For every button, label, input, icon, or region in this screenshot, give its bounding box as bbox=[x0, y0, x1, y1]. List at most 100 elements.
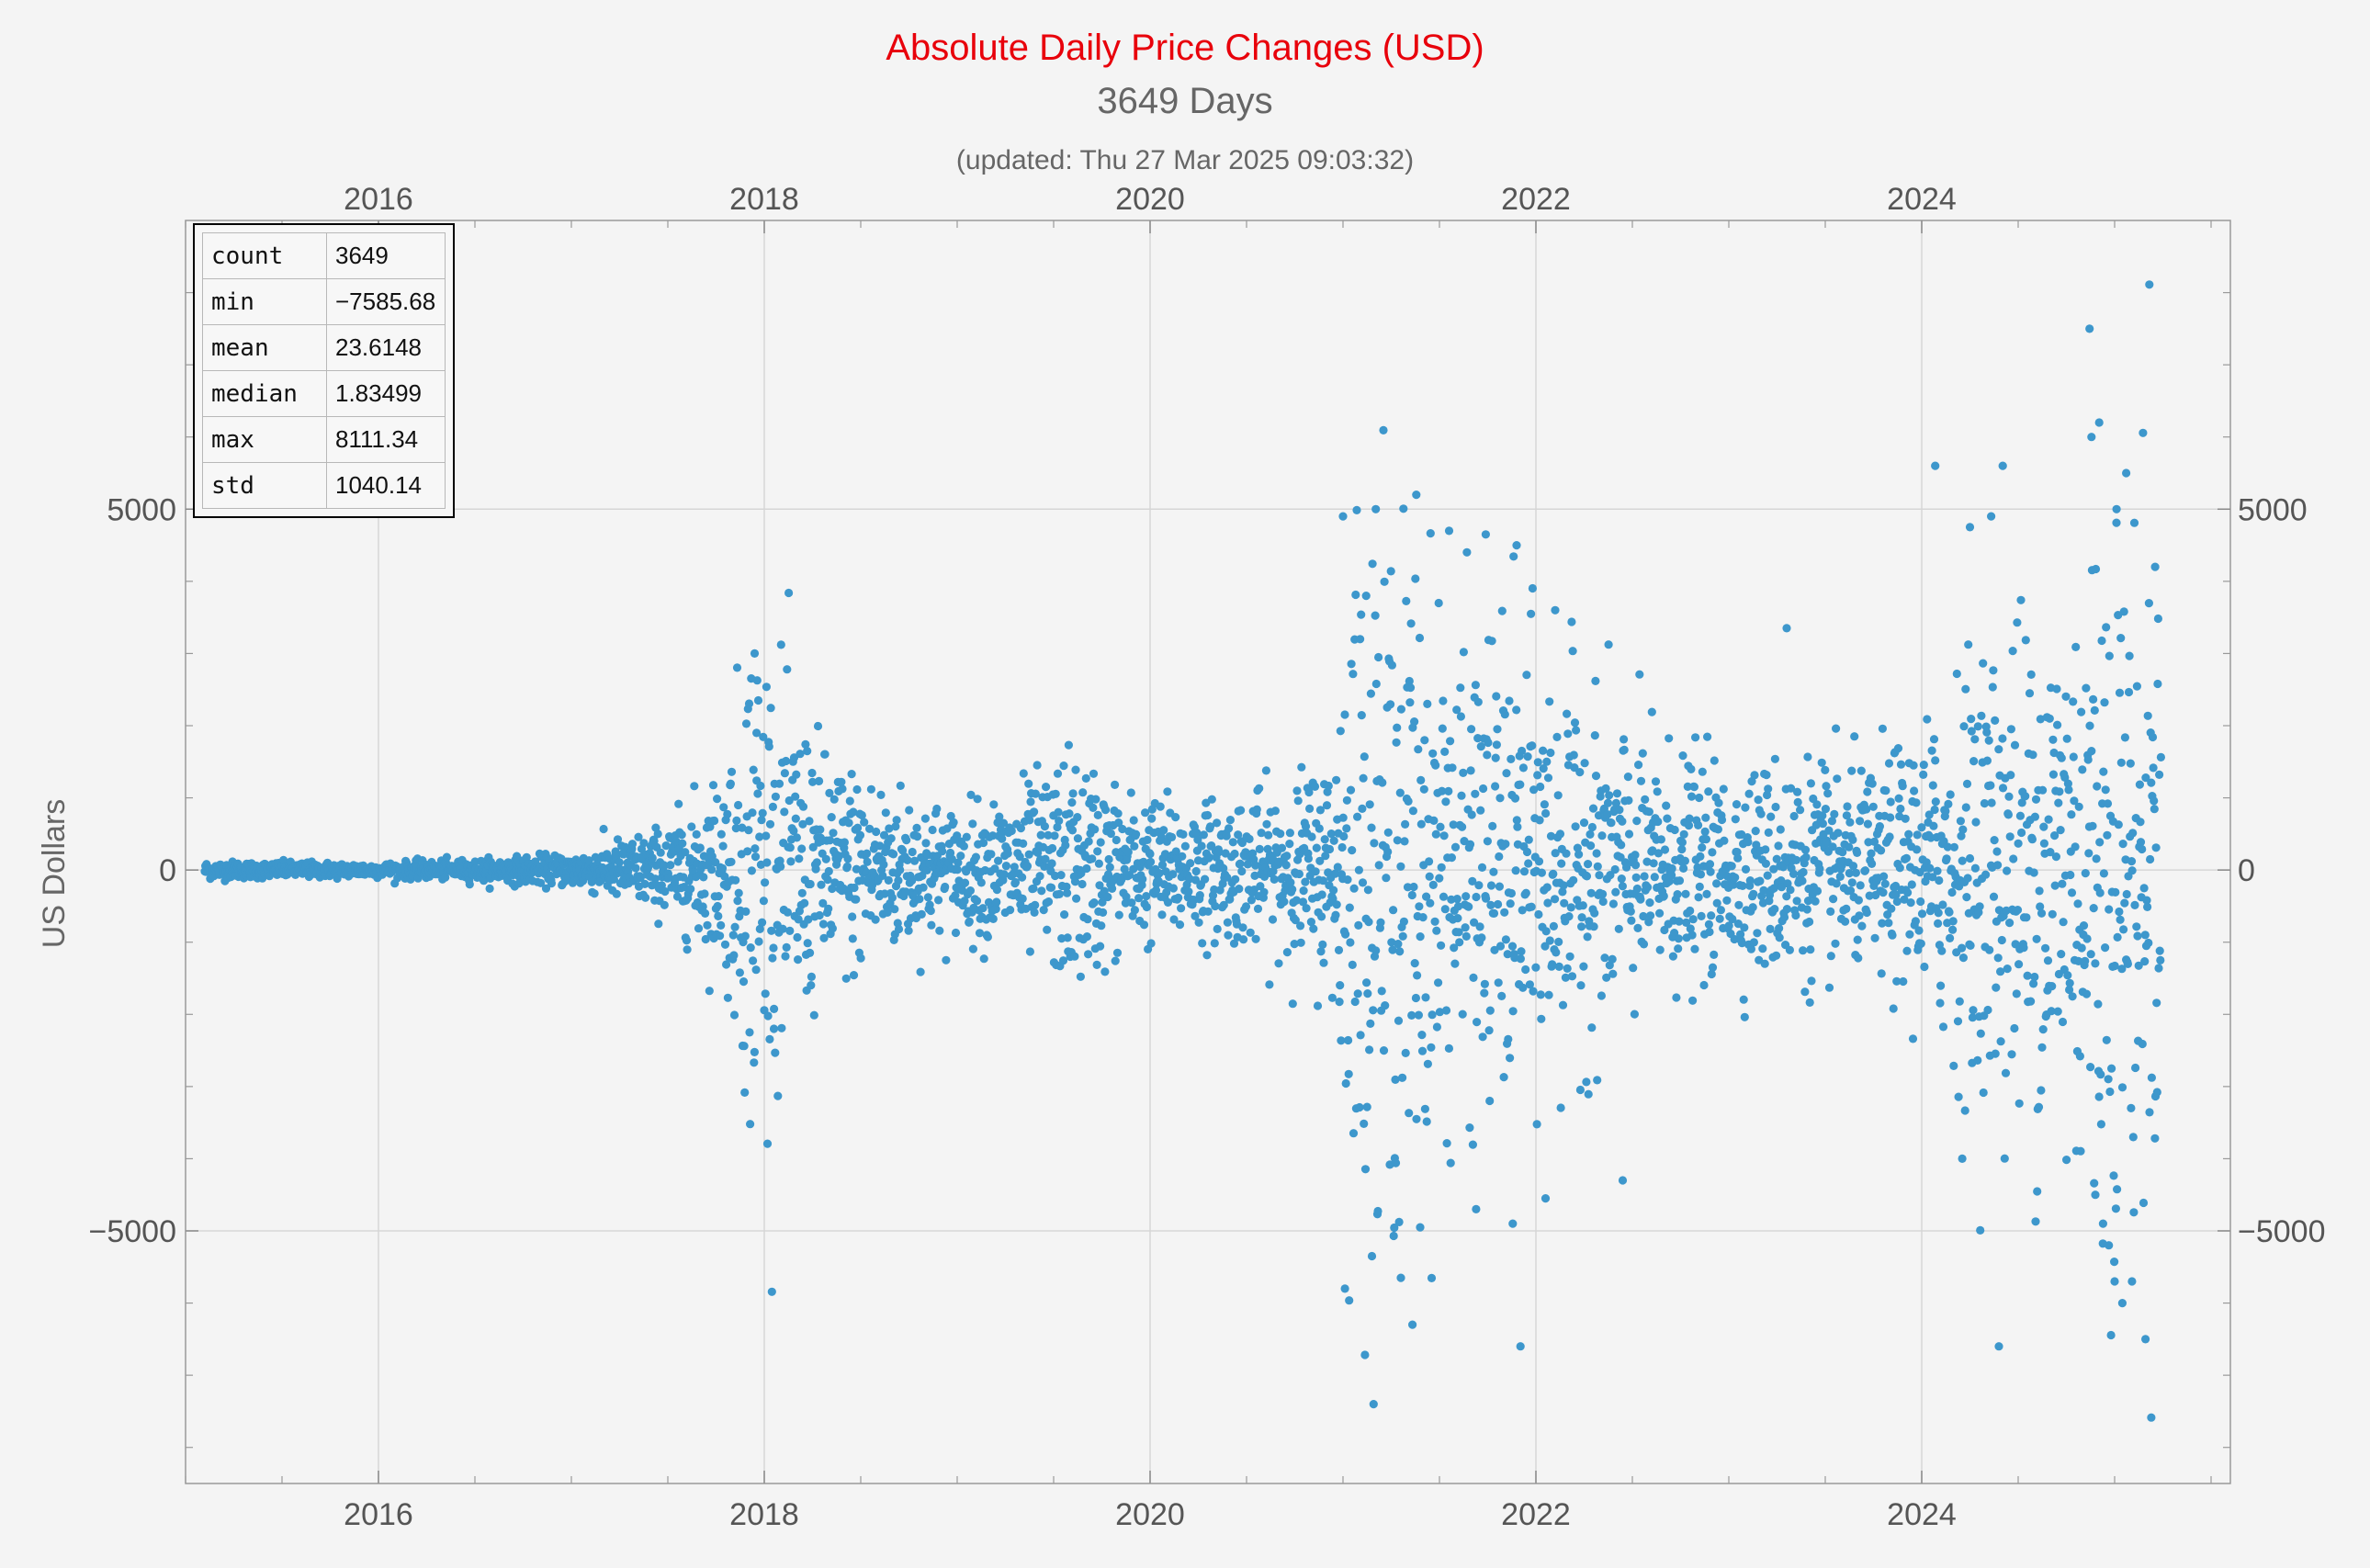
data-point bbox=[1845, 842, 1854, 852]
data-point bbox=[1786, 886, 1795, 895]
data-point bbox=[1647, 707, 1656, 716]
data-point bbox=[778, 924, 787, 933]
data-point bbox=[1462, 547, 1472, 557]
data-point bbox=[2014, 960, 2024, 969]
data-point bbox=[656, 848, 665, 857]
data-point bbox=[1703, 732, 1712, 741]
data-point bbox=[1431, 829, 1440, 839]
data-point bbox=[927, 920, 936, 930]
data-point bbox=[991, 905, 1000, 914]
data-point bbox=[1202, 951, 1212, 960]
data-point bbox=[1719, 784, 1728, 794]
data-point bbox=[1276, 829, 1285, 839]
data-point bbox=[1142, 892, 1151, 901]
data-point bbox=[2067, 810, 2076, 819]
data-point bbox=[1174, 893, 1183, 903]
data-point bbox=[713, 795, 722, 804]
data-point bbox=[1959, 722, 1969, 731]
data-point bbox=[1824, 983, 1834, 992]
data-point bbox=[1751, 827, 1760, 836]
data-point bbox=[1478, 1032, 1487, 1042]
data-point bbox=[1826, 952, 1835, 961]
data-point bbox=[759, 897, 769, 906]
data-point bbox=[777, 1023, 786, 1032]
data-point bbox=[722, 960, 731, 969]
data-point bbox=[1450, 943, 1459, 953]
data-point bbox=[1349, 670, 1358, 679]
data-point bbox=[1396, 705, 1405, 714]
data-point bbox=[1912, 798, 1921, 807]
data-point bbox=[1853, 848, 1862, 858]
data-point bbox=[1100, 967, 1110, 976]
data-point bbox=[1318, 940, 1327, 949]
data-point bbox=[1015, 852, 1024, 862]
data-point bbox=[1534, 909, 1543, 919]
data-point bbox=[2103, 830, 2112, 840]
data-point bbox=[1416, 819, 1426, 829]
data-point bbox=[1518, 763, 1528, 773]
data-point bbox=[1752, 840, 1761, 850]
data-point bbox=[1437, 941, 1446, 950]
data-point-outlier bbox=[2094, 418, 2104, 427]
data-point bbox=[1954, 1092, 1963, 1101]
data-point bbox=[2151, 843, 2161, 852]
data-point-outlier bbox=[2141, 1335, 2150, 1344]
data-point bbox=[1077, 869, 1086, 878]
data-point bbox=[2143, 902, 2152, 912]
data-point bbox=[1510, 794, 1520, 803]
data-point bbox=[1363, 886, 1372, 895]
data-point bbox=[1146, 939, 1156, 948]
updated-timestamp: (updated: Thu 27 Mar 2025 09:03:32) bbox=[955, 145, 1415, 175]
data-point bbox=[965, 917, 974, 926]
data-point bbox=[1412, 1114, 1421, 1123]
data-point bbox=[884, 875, 893, 886]
data-point bbox=[1095, 881, 1104, 890]
data-point bbox=[2005, 832, 2014, 841]
data-point bbox=[1447, 853, 1456, 863]
data-point bbox=[968, 944, 977, 953]
data-point bbox=[2125, 651, 2134, 660]
data-point bbox=[1379, 1046, 1389, 1055]
data-point bbox=[1147, 814, 1157, 823]
data-point bbox=[1411, 993, 1420, 1003]
data-point bbox=[951, 928, 961, 938]
data-point bbox=[962, 832, 971, 841]
data-point bbox=[819, 933, 829, 942]
data-point bbox=[1887, 904, 1896, 913]
data-point bbox=[808, 777, 818, 786]
data-point bbox=[2065, 978, 2074, 987]
data-point bbox=[1636, 895, 1645, 904]
data-point bbox=[713, 901, 722, 911]
data-point bbox=[1512, 816, 1521, 825]
stats-row-std: std 1040.14 bbox=[202, 462, 446, 509]
data-point bbox=[1997, 935, 2006, 945]
data-point bbox=[1632, 884, 1642, 894]
data-point bbox=[1068, 789, 1078, 798]
data-point bbox=[2063, 779, 2072, 788]
data-point bbox=[908, 847, 917, 857]
data-point-outlier bbox=[752, 728, 762, 738]
data-point bbox=[2103, 799, 2113, 808]
data-point bbox=[1041, 854, 1050, 863]
data-point bbox=[2136, 818, 2145, 827]
data-point bbox=[714, 911, 723, 921]
data-point bbox=[988, 831, 998, 840]
data-point bbox=[1251, 861, 1260, 870]
data-point bbox=[1902, 946, 1912, 955]
data-point bbox=[1296, 938, 1305, 947]
data-point bbox=[1316, 947, 1326, 956]
data-point bbox=[1891, 890, 1901, 899]
data-point bbox=[1456, 712, 1465, 721]
data-point bbox=[1059, 761, 1068, 771]
data-point bbox=[1952, 669, 1961, 679]
data-point bbox=[793, 932, 802, 942]
data-point bbox=[1346, 938, 1355, 947]
data-point bbox=[1446, 1158, 1455, 1168]
data-point bbox=[782, 756, 791, 766]
data-point bbox=[1929, 735, 1939, 744]
data-point bbox=[1687, 931, 1697, 940]
data-point bbox=[1047, 859, 1056, 868]
data-point bbox=[1494, 899, 1503, 909]
data-point bbox=[1507, 942, 1518, 951]
data-point bbox=[1395, 947, 1405, 956]
